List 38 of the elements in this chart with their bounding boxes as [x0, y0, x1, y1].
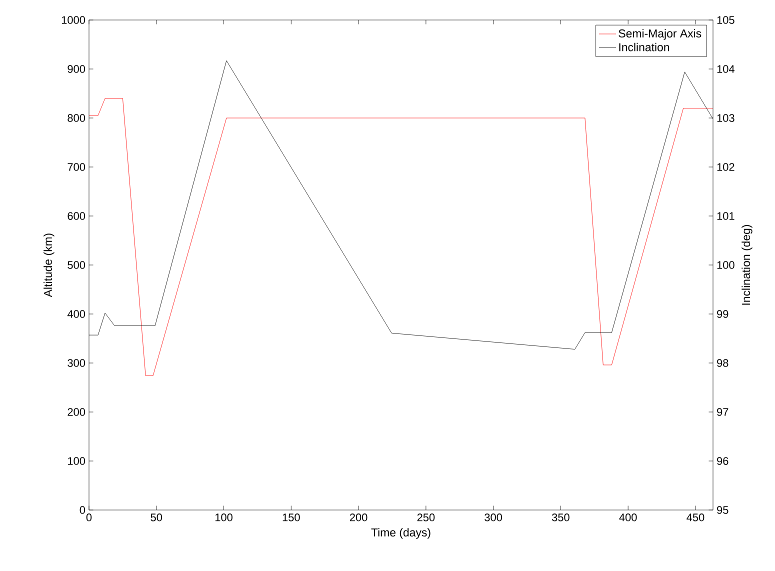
x-tick-label: 400	[619, 514, 637, 522]
y2-tick-label: 96	[717, 457, 728, 465]
x-tick-label: 50	[150, 514, 162, 522]
y-tick-label: 0	[80, 506, 86, 514]
y2-tick-label: 102	[717, 163, 734, 171]
y-tick-label: 200	[68, 408, 86, 416]
y2-tick-label: 105	[717, 16, 734, 24]
y-tick-label: 500	[68, 261, 86, 269]
x-tick-label: 0	[86, 514, 92, 522]
y2-tick-label: 98	[717, 359, 728, 367]
x-axis-title: Time (days)	[371, 528, 430, 539]
x-tick-label: 300	[484, 514, 502, 522]
x-tick-label: 100	[215, 514, 232, 522]
y2-tick-label: 103	[717, 114, 734, 122]
y-tick-label: 1000	[62, 16, 86, 24]
legend-label: Semi-Major Axis	[618, 29, 702, 40]
y2-tick-label: 97	[717, 408, 728, 416]
y2-tick-label: 101	[717, 212, 734, 220]
y-tick-label: 600	[68, 212, 86, 220]
y2-axis-title: Inclination (deg)	[742, 224, 752, 305]
y-tick-label: 400	[67, 310, 86, 318]
y-tick-label: 300	[68, 359, 86, 367]
y-axis-title: Altitude (km)	[44, 234, 54, 298]
x-tick-label: 200	[350, 514, 368, 522]
y-tick-label: 800	[68, 114, 86, 122]
y2-tick-label: 99	[717, 310, 728, 318]
y-tick-label: 900	[68, 65, 86, 73]
x-tick-label: 250	[417, 514, 435, 522]
line-series	[89, 98, 714, 376]
y2-tick-label: 100	[717, 261, 734, 269]
y-tick-label: 700	[68, 163, 86, 171]
y-tick-label: 100	[68, 457, 86, 465]
y2-tick-label: 95	[717, 506, 728, 514]
y2-tick-label: 104	[717, 65, 734, 73]
legend-label: Inclination	[619, 42, 670, 52]
x-tick-label: 350	[552, 514, 570, 522]
x-tick-label: 150	[282, 514, 300, 522]
x-tick-label: 450	[686, 514, 704, 522]
